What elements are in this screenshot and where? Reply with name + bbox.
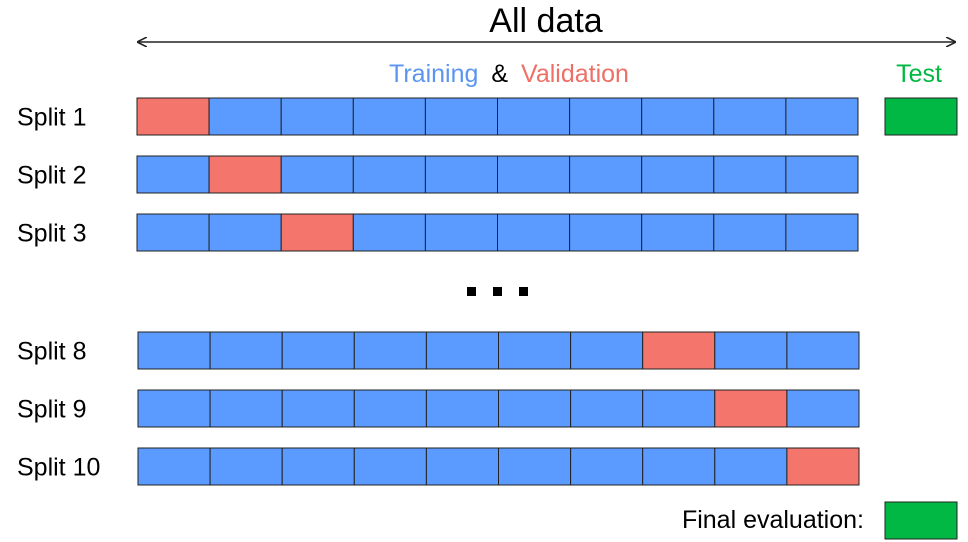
training-fold: [425, 389, 499, 428]
training-fold: [280, 155, 354, 194]
training-fold: [641, 213, 715, 252]
split-row: Split 8: [17, 331, 860, 370]
validation-fold: [280, 213, 354, 252]
title: All data: [489, 2, 602, 40]
training-fold: [713, 97, 787, 136]
training-fold: [137, 389, 211, 428]
training-fold: [785, 97, 859, 136]
training-fold: [570, 331, 644, 370]
split-label: Split 10: [17, 454, 100, 482]
training-fold: [352, 155, 426, 194]
final-evaluation-test-box: [884, 501, 958, 540]
final-evaluation-label: Final evaluation:: [682, 506, 864, 534]
legend-ampersand: &: [491, 60, 508, 88]
training-fold: [714, 447, 788, 486]
training-fold: [424, 155, 498, 194]
split-row: Split 10: [17, 447, 860, 486]
training-fold: [424, 213, 498, 252]
split-label: Split 9: [17, 396, 86, 424]
legend-training: Training: [389, 60, 478, 88]
split-label: Split 1: [17, 104, 86, 132]
training-fold: [209, 447, 283, 486]
ellipsis-dots: [467, 287, 528, 296]
training-fold: [569, 97, 643, 136]
split-row: Split 3: [17, 213, 859, 252]
training-fold: [714, 331, 788, 370]
validation-fold: [208, 155, 282, 194]
training-fold: [713, 213, 787, 252]
training-fold: [497, 213, 571, 252]
ellipsis-dot: [519, 287, 528, 296]
training-fold: [570, 447, 644, 486]
split-row: Split 9: [17, 389, 860, 428]
training-fold: [137, 331, 211, 370]
training-fold: [641, 97, 715, 136]
training-fold: [713, 155, 787, 194]
split-row: Split 2: [17, 155, 859, 194]
test-set-box: [884, 97, 958, 136]
training-fold: [570, 389, 644, 428]
validation-fold: [786, 447, 860, 486]
validation-fold: [714, 389, 788, 428]
split-label: Split 8: [17, 338, 86, 366]
training-fold: [497, 155, 571, 194]
validation-fold: [642, 331, 716, 370]
training-fold: [786, 331, 860, 370]
training-fold: [281, 389, 355, 428]
training-fold: [569, 213, 643, 252]
ellipsis-dot: [467, 287, 476, 296]
ellipsis-dot: [493, 287, 502, 296]
training-fold: [785, 155, 859, 194]
training-fold: [209, 389, 283, 428]
training-fold: [786, 389, 860, 428]
training-fold: [281, 447, 355, 486]
legend-test: Test: [896, 60, 942, 88]
split-row: Split 1: [17, 97, 859, 136]
training-fold: [352, 213, 426, 252]
training-fold: [425, 447, 499, 486]
training-fold: [425, 331, 499, 370]
training-fold: [785, 213, 859, 252]
training-fold: [498, 389, 572, 428]
training-fold: [137, 447, 211, 486]
training-fold: [497, 97, 571, 136]
training-fold: [280, 97, 354, 136]
legend: Training & Validation: [389, 60, 629, 88]
validation-fold: [136, 97, 210, 136]
legend-validation: Validation: [521, 60, 629, 88]
training-fold: [136, 213, 210, 252]
splits: Split 1 Split 2 Split 3 Split 8 Split 9 Split…: [17, 97, 860, 486]
training-fold: [281, 331, 355, 370]
training-fold: [208, 213, 282, 252]
training-fold: [208, 97, 282, 136]
training-fold: [498, 447, 572, 486]
training-fold: [352, 97, 426, 136]
split-label: Split 3: [17, 220, 86, 248]
training-fold: [353, 447, 427, 486]
training-fold: [498, 331, 572, 370]
training-fold: [424, 97, 498, 136]
training-fold: [353, 331, 427, 370]
training-fold: [641, 155, 715, 194]
training-fold: [209, 331, 283, 370]
training-fold: [136, 155, 210, 194]
training-fold: [642, 447, 716, 486]
training-fold: [569, 155, 643, 194]
training-fold: [353, 389, 427, 428]
split-label: Split 2: [17, 162, 86, 190]
training-fold: [642, 389, 716, 428]
